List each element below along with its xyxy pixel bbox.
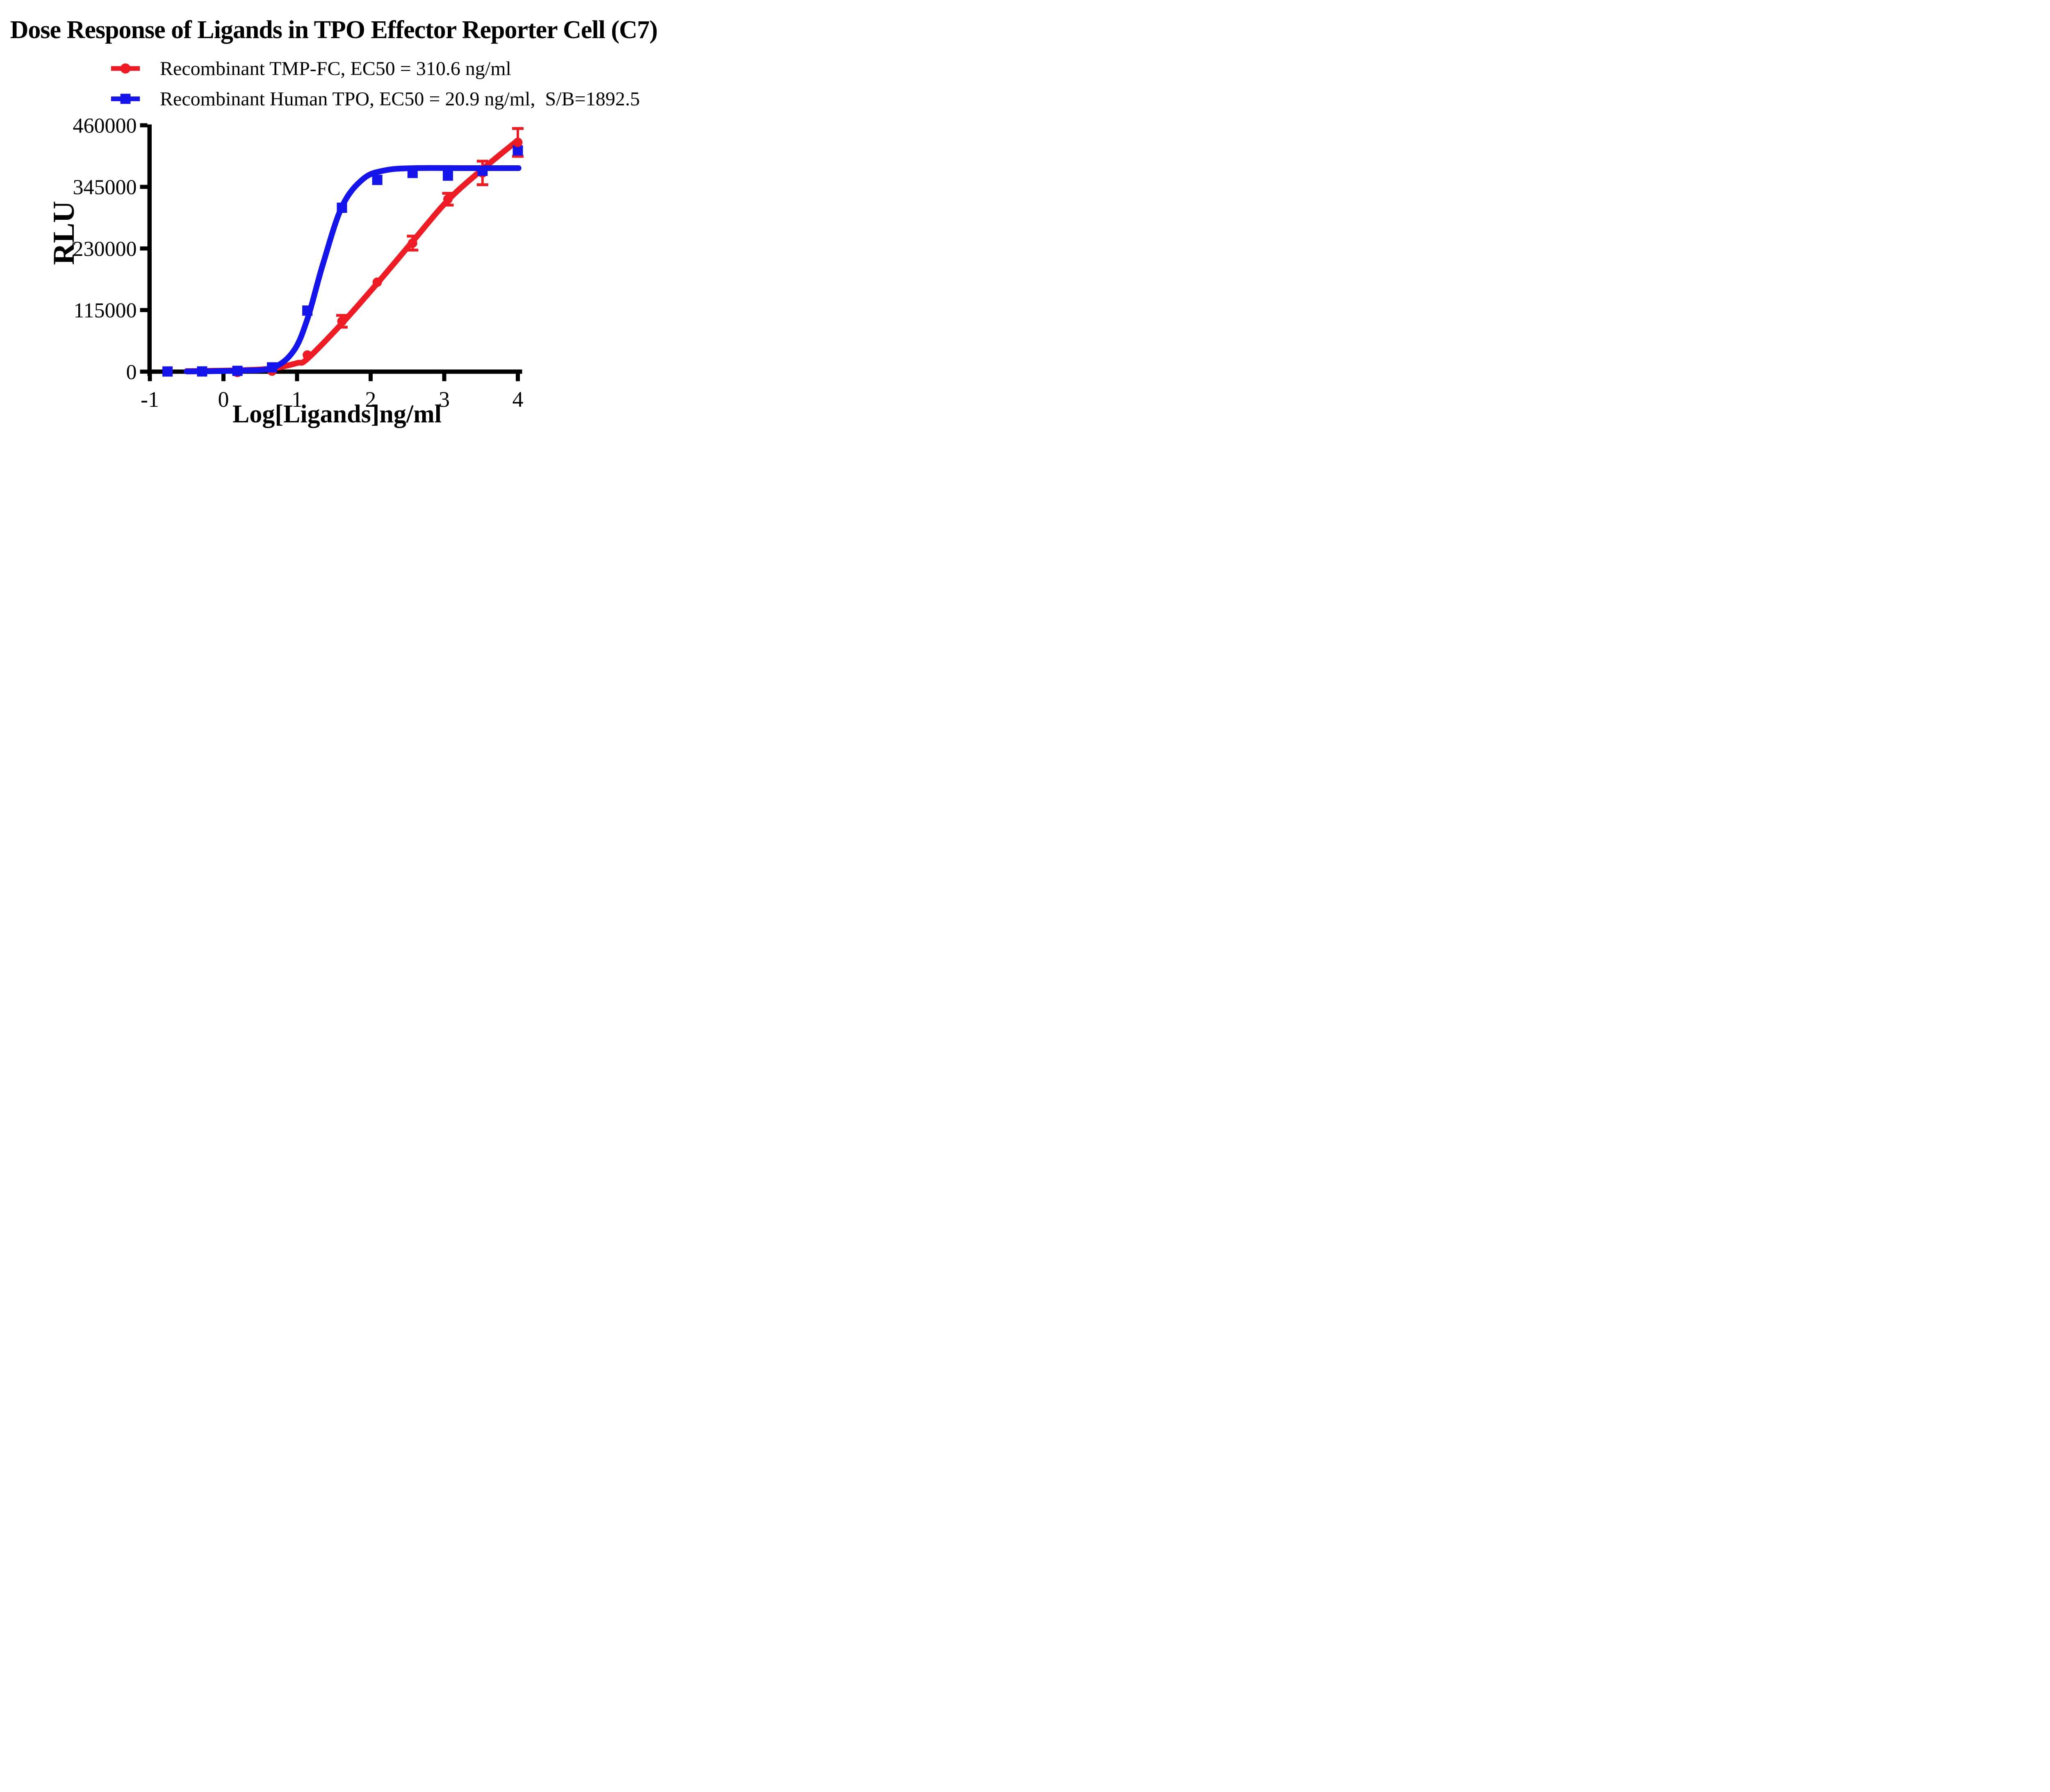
data-point-circle bbox=[513, 137, 523, 147]
x-tick-label: 4 bbox=[512, 387, 524, 412]
data-point-square bbox=[407, 168, 418, 178]
data-point-square bbox=[477, 166, 488, 176]
x-tick-label: -1 bbox=[141, 387, 159, 412]
dose-response-figure: { "title": "Dose Response of Ligands in … bbox=[0, 0, 667, 448]
legend: Recombinant TMP-FC, EC50 = 310.6 ng/ml R… bbox=[110, 53, 640, 114]
x-tick bbox=[295, 374, 299, 381]
y-axis-label: RLU bbox=[47, 201, 81, 265]
data-point-square bbox=[302, 305, 313, 316]
x-tick-label: 0 bbox=[218, 387, 229, 412]
y-axis-spine bbox=[147, 124, 152, 376]
legend-item-tmp-fc: Recombinant TMP-FC, EC50 = 310.6 ng/ml bbox=[110, 53, 640, 84]
data-point-circle bbox=[408, 238, 417, 248]
data-point-square bbox=[266, 362, 277, 373]
human-tpo-points bbox=[162, 145, 523, 377]
x-tick-label: 3 bbox=[439, 387, 450, 412]
data-point-circle bbox=[303, 350, 312, 360]
x-tick-label: 2 bbox=[365, 387, 376, 412]
x-tick bbox=[148, 374, 152, 381]
tmp-fc-fit-curve bbox=[184, 137, 521, 374]
axes bbox=[147, 124, 522, 376]
y-tick-label: 460000 bbox=[73, 114, 137, 138]
data-point-circle bbox=[337, 317, 347, 326]
x-tick bbox=[221, 374, 226, 381]
axis-ticks bbox=[140, 123, 520, 381]
legend-item-human-tpo: Recombinant Human TPO, EC50 = 20.9 ng/ml… bbox=[110, 84, 640, 114]
fit-curves bbox=[184, 137, 522, 374]
legend-marker-square-icon bbox=[111, 93, 140, 104]
chart-title: Dose Response of Ligands in TPO Effector… bbox=[10, 16, 658, 44]
y-tick-label: 230000 bbox=[73, 237, 137, 261]
x-tick-label: 1 bbox=[292, 387, 303, 412]
data-point-circle bbox=[443, 194, 453, 204]
x-tick bbox=[516, 374, 520, 381]
legend-marker-circle-icon bbox=[111, 63, 140, 74]
tmp-fc-points-occluded bbox=[163, 168, 487, 377]
human-tpo-fit-curve bbox=[184, 165, 522, 374]
x-axis-label: Log[Ligands]ng/ml bbox=[232, 400, 442, 428]
y-tick-label: 0 bbox=[126, 360, 137, 384]
x-tick bbox=[442, 374, 446, 381]
y-tick bbox=[140, 308, 148, 312]
x-tick bbox=[369, 374, 373, 381]
data-point-square bbox=[162, 366, 173, 377]
y-tick bbox=[140, 123, 148, 128]
y-tick bbox=[140, 246, 148, 251]
y-tick-label: 345000 bbox=[73, 176, 137, 199]
data-point-square bbox=[442, 170, 453, 181]
legend-label-tmp-fc: Recombinant TMP-FC, EC50 = 310.6 ng/ml bbox=[160, 57, 511, 80]
data-point-circle bbox=[372, 277, 382, 287]
y-tick bbox=[140, 369, 148, 374]
data-point-square bbox=[337, 203, 347, 213]
legend-label-human-tpo: Recombinant Human TPO, EC50 = 20.9 ng/ml… bbox=[160, 88, 640, 110]
data-point-square bbox=[197, 366, 207, 377]
x-axis-spine bbox=[147, 369, 522, 374]
y-tick-label: 115000 bbox=[73, 299, 137, 322]
tmp-fc-points bbox=[303, 137, 523, 360]
data-point-square bbox=[372, 175, 383, 185]
y-tick bbox=[140, 185, 148, 189]
data-point-square bbox=[232, 365, 243, 376]
